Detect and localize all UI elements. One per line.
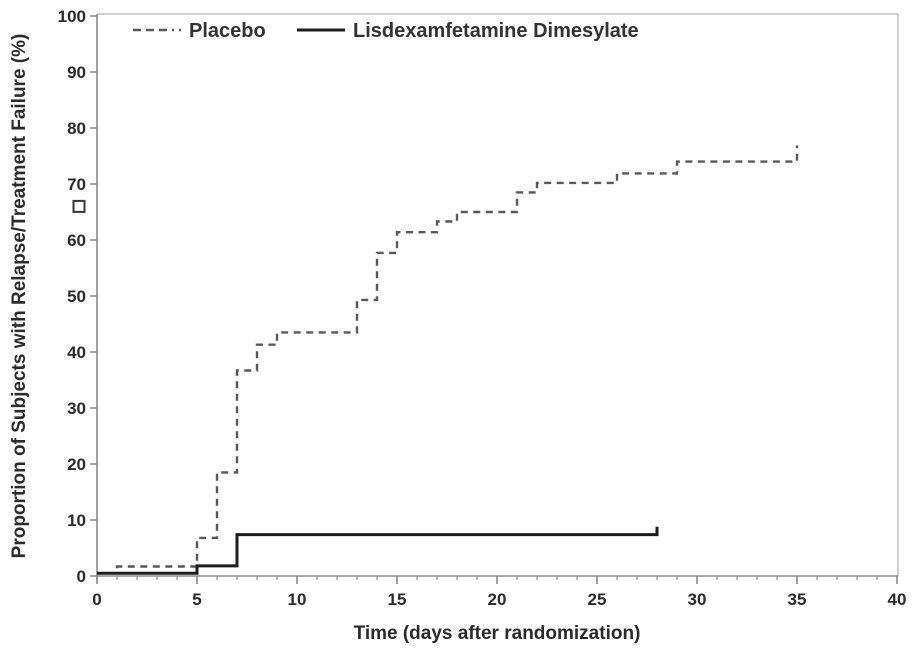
y-tick-label: 80 bbox=[67, 119, 86, 138]
y-tick-label: 20 bbox=[67, 455, 86, 474]
x-tick-label: 0 bbox=[92, 590, 101, 609]
y-axis-title: Proportion of Subjects with Relapse/Trea… bbox=[9, 34, 30, 559]
y-tick-label: 50 bbox=[67, 287, 86, 306]
open-square-marker bbox=[72, 199, 86, 213]
y-tick-label: 100 bbox=[58, 7, 86, 26]
data-series bbox=[97, 145, 799, 575]
axis-tick-labels: 0 10 20 30 40 50 60 70 80 90 100 0 5 10 15 20 25 30 35 40 bbox=[58, 7, 907, 609]
legend-placebo-label: Placebo bbox=[189, 20, 266, 42]
x-tick-label: 35 bbox=[788, 590, 807, 609]
legend: Placebo Lisdexamfetamine Dimesylate bbox=[133, 20, 639, 42]
x-tick-label: 20 bbox=[488, 590, 507, 609]
y-tick-label: 0 bbox=[77, 567, 86, 586]
y-tick-label: 10 bbox=[67, 511, 86, 530]
x-tick-label: 25 bbox=[588, 590, 607, 609]
series-lisdexamfetamine-curve bbox=[97, 526, 659, 575]
x-tick-label: 30 bbox=[688, 590, 707, 609]
y-tick-label: 30 bbox=[67, 399, 86, 418]
legend-ldx-label: Lisdexamfetamine Dimesylate bbox=[353, 20, 639, 42]
x-axis-title: Time (days after randomization) bbox=[354, 623, 641, 644]
y-tick-label: 40 bbox=[67, 343, 86, 362]
chart-annotations bbox=[72, 199, 86, 213]
plot-frame bbox=[96, 13, 899, 580]
x-tick-label: 5 bbox=[192, 590, 201, 609]
y-tick-label: 90 bbox=[67, 63, 86, 82]
x-tick-label: 15 bbox=[388, 590, 407, 609]
x-tick-label: 10 bbox=[288, 590, 307, 609]
axis-ticks bbox=[90, 15, 898, 584]
x-tick-label: 40 bbox=[888, 590, 907, 609]
y-tick-label: 70 bbox=[67, 175, 86, 194]
y-tick-label: 60 bbox=[67, 231, 86, 250]
series-placebo-curve bbox=[97, 145, 799, 575]
